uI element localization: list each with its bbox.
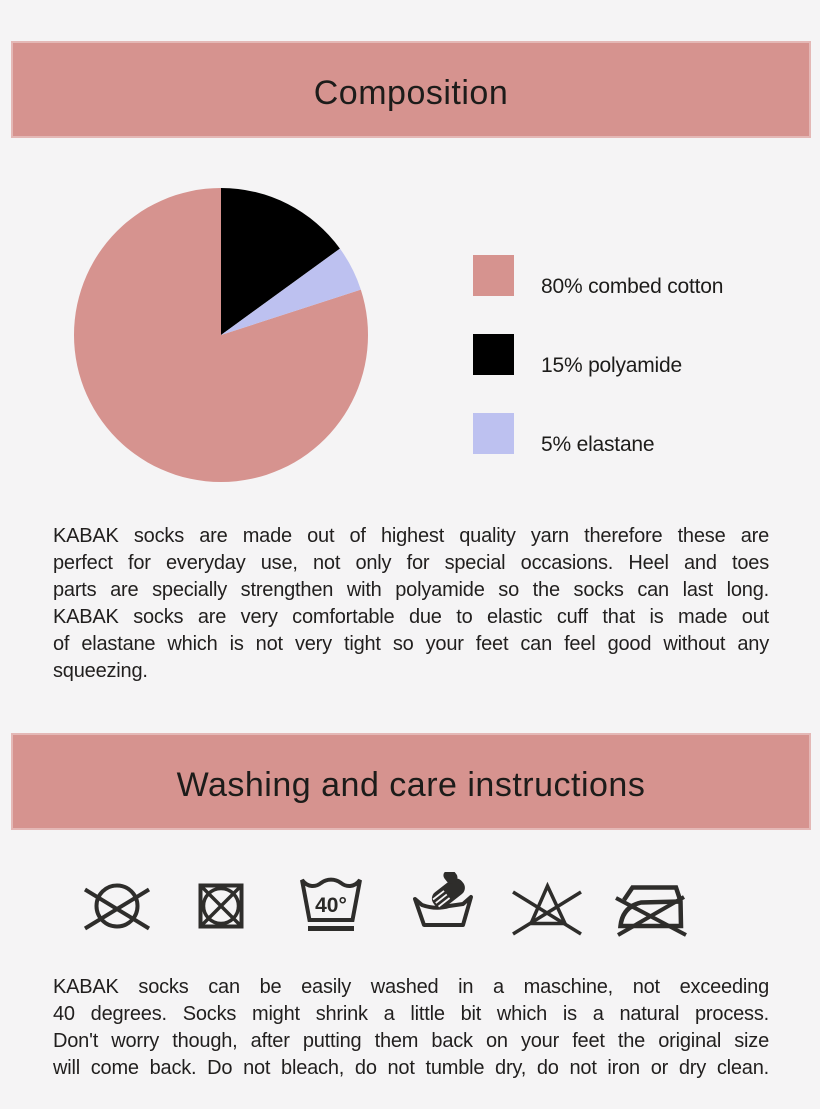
text-line: perfect for everyday use, not only for s… [53, 552, 769, 574]
care-description: KABAK socks can be easily washed in a ma… [53, 974, 769, 1082]
pie-chart [73, 187, 369, 483]
text-line: KABAK socks are made out of highest qual… [53, 525, 769, 547]
legend-swatch-elastane [473, 413, 514, 454]
pie-slice-combed-cotton [73, 187, 369, 483]
legend-swatch-combed-cotton [473, 255, 514, 296]
text-line: of elastane which is not very tight so y… [53, 633, 769, 655]
composition-title: Composition [313, 74, 509, 112]
care-header-band: Washing and care instructions [11, 733, 811, 830]
wash-temperature-label: 40° [315, 894, 347, 917]
pie-slice-elastane [221, 248, 361, 335]
text-line: 40 degrees. Socks might shrink a little … [53, 1003, 769, 1025]
do-not-dry-clean-icon [83, 883, 151, 931]
care-title: Washing and care instructions [176, 766, 646, 804]
hand-wash-icon [413, 872, 473, 927]
text-line: squeezing. [53, 660, 148, 682]
text-line: parts are specially strengthen with poly… [53, 579, 769, 601]
legend-item-elastane: 5% elastane [473, 413, 655, 456]
composition-header-band: Composition [11, 41, 811, 138]
pie-slice-polyamide [221, 187, 340, 335]
legend-swatch-polyamide [473, 334, 514, 375]
composition-description: KABAK socks are made out of highest qual… [53, 523, 769, 685]
text-line: will come back. Do not bleach, do not tu… [53, 1057, 769, 1079]
legend-label-polyamide: 15% polyamide [541, 354, 682, 377]
do-not-tumble-dry-icon [198, 883, 244, 929]
hand-glyph [431, 872, 465, 909]
legend-label-elastane: 5% elastane [541, 433, 655, 456]
text-line: KABAK socks are very comfortable due to … [53, 606, 769, 628]
machine-wash-40-gentle-icon: 40° [300, 877, 362, 931]
legend-label-combed-cotton: 80% combed cotton [541, 275, 724, 298]
text-line: KABAK socks can be easily washed in a ma… [53, 976, 769, 998]
pie-legend: 80% combed cotton 15% polyamide 5% elast… [473, 255, 783, 456]
text-line: Don't worry though, after putting them b… [53, 1030, 769, 1052]
legend-item-combed-cotton: 80% combed cotton [473, 255, 724, 298]
do-not-bleach-icon [512, 881, 582, 936]
do-not-iron-icon [615, 885, 687, 937]
legend-item-polyamide: 15% polyamide [473, 334, 682, 377]
